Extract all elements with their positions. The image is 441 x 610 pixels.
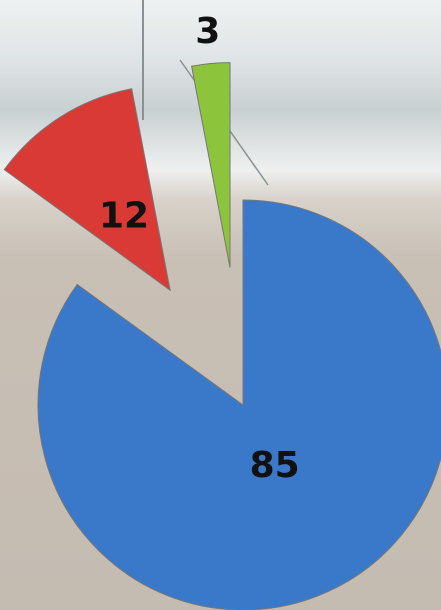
pie: 85 12 3 xyxy=(3,11,441,610)
data-label: 85 xyxy=(250,445,300,486)
pie-slice xyxy=(37,199,441,610)
data-label: 3 xyxy=(195,11,220,52)
data-label: 12 xyxy=(99,195,149,236)
pie-slice xyxy=(191,62,231,268)
pie-slice xyxy=(3,88,171,292)
